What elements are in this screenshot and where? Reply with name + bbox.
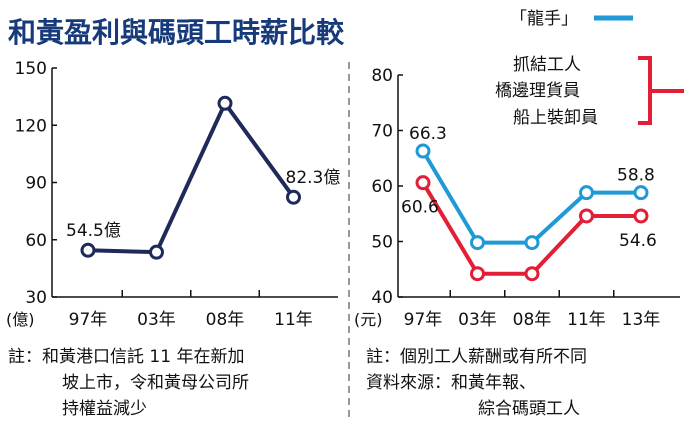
legend-blue-label: 「龍手」 bbox=[510, 9, 578, 29]
right-x-tick-label: 13年 bbox=[622, 310, 661, 330]
left-x-tick-label: 11年 bbox=[274, 310, 313, 330]
left-y-tick-label: 60 bbox=[25, 231, 47, 251]
left-series-0-line bbox=[87, 101, 296, 255]
right-data-label: 58.8 bbox=[617, 166, 655, 186]
left-note-line-3: 持權益減少 bbox=[62, 399, 147, 419]
left-note-line-1: 註：和黃港口信託 11 年在新加 bbox=[8, 347, 244, 367]
right-series-0-point bbox=[470, 235, 485, 251]
left-y-tick-label: 120 bbox=[15, 116, 47, 136]
left-series-0-point bbox=[217, 95, 233, 111]
legend: 「龍手」 抓結工人 橋邊理貨員 船上裝卸員 bbox=[495, 9, 684, 128]
legend-red-label-2: 橋邊理貨員 bbox=[495, 81, 580, 101]
right-series-0-point bbox=[579, 185, 594, 201]
right-data-label: 66.3 bbox=[409, 124, 447, 144]
right-series-0-point bbox=[633, 185, 649, 201]
legend-red-bracket bbox=[638, 56, 684, 125]
right-unit-label: (元) bbox=[354, 310, 383, 329]
right-data-label: 54.6 bbox=[619, 231, 657, 251]
left-y-tick-label: 30 bbox=[25, 288, 47, 308]
left-chart-panel: (億) 30 60 90 120 150 97年 03年 08年 11年 54.5億 82.3億 bbox=[6, 59, 340, 330]
left-y-tick-label: 90 bbox=[25, 174, 47, 194]
right-series-1-point bbox=[579, 208, 594, 224]
right-series-1-line bbox=[421, 181, 641, 276]
left-x-tick-label: 97年 bbox=[69, 310, 108, 330]
right-series-1-point bbox=[524, 266, 540, 282]
right-series-1-point bbox=[470, 266, 485, 282]
left-x-tick-label: 03年 bbox=[137, 310, 176, 330]
right-note-line-3: 綜合碼頭工人 bbox=[478, 399, 580, 419]
right-y-tick-label: 40 bbox=[371, 288, 393, 308]
left-note-line-2: 坡上市，令和黃母公司所 bbox=[62, 373, 249, 393]
left-unit-label: (億) bbox=[6, 310, 35, 329]
right-series-0-line bbox=[421, 150, 641, 245]
right-x-tick-label: 11年 bbox=[567, 310, 606, 330]
right-series-1-point bbox=[633, 208, 649, 224]
right-chart-panel: (元) 40 50 60 70 80 97年 03年 08年 11年 13年 66.3 58.8 6… bbox=[354, 66, 680, 330]
left-y-tick-label: 150 bbox=[15, 59, 47, 79]
right-x-tick-label: 03年 bbox=[458, 310, 497, 330]
right-y-tick-label: 60 bbox=[371, 177, 393, 197]
left-notes: 註：和黃港口信託 11 年在新加 坡上市，令和黃母公司所 持權益減少 bbox=[8, 347, 249, 419]
legend-red-label-1: 抓結工人 bbox=[513, 55, 581, 75]
right-data-label: 60.6 bbox=[401, 198, 439, 218]
right-y-tick-label: 50 bbox=[371, 233, 393, 253]
right-y-tick-label: 80 bbox=[371, 66, 393, 86]
right-series-1-point bbox=[415, 175, 431, 191]
right-note-line-2: 資料來源：和黃年報、 bbox=[366, 373, 536, 393]
right-series-0-point bbox=[524, 235, 540, 251]
right-note-line-1: 註：個別工人薪酬或有所不同 bbox=[366, 347, 587, 367]
right-x-tick-label: 97年 bbox=[404, 310, 443, 330]
right-y-tick-label: 70 bbox=[371, 122, 393, 142]
left-x-tick-label: 08年 bbox=[206, 310, 245, 330]
left-series-0-point bbox=[80, 242, 96, 258]
right-notes: 註：個別工人薪酬或有所不同 資料來源：和黃年報、 綜合碼頭工人 bbox=[366, 347, 587, 419]
left-series-0-point bbox=[286, 189, 301, 205]
chart-title: 和黃盈利與碼頭工時薪比較 bbox=[8, 16, 345, 49]
legend-red-label-3: 船上裝卸員 bbox=[513, 108, 598, 128]
left-series-0-point bbox=[149, 244, 164, 260]
left-data-label: 82.3億 bbox=[286, 168, 341, 188]
left-data-label: 54.5億 bbox=[66, 221, 121, 241]
right-x-tick-label: 08年 bbox=[513, 310, 552, 330]
right-series-0-point bbox=[415, 143, 431, 159]
